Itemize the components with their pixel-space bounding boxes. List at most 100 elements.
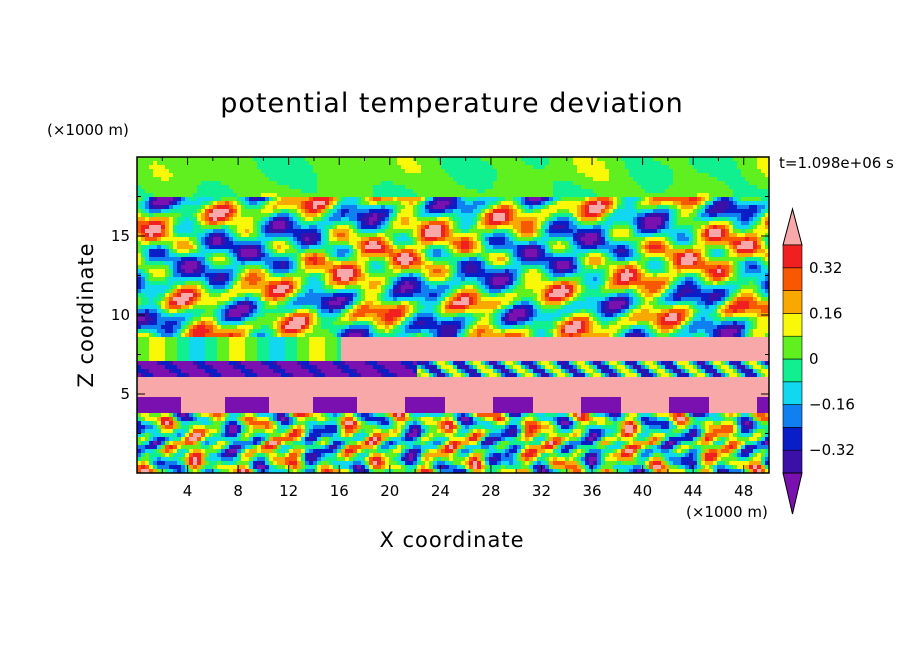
field-cell (297, 161, 302, 166)
field-cell (313, 273, 318, 278)
field-cell (557, 261, 562, 266)
field-cell (573, 245, 578, 250)
field-cell (745, 205, 750, 210)
field-cell (173, 225, 178, 230)
field-cell (161, 273, 166, 278)
field-cell (153, 181, 158, 186)
field-cell (397, 213, 402, 218)
field-cell (541, 221, 546, 226)
field-cell (617, 189, 622, 194)
field-cell (197, 281, 202, 286)
field-cell (505, 241, 510, 246)
field-cell (613, 161, 618, 166)
field-cell (617, 249, 622, 254)
field-cell (269, 245, 274, 250)
field-cell (753, 209, 758, 214)
field-cell (349, 233, 354, 238)
field-cell (753, 253, 758, 258)
field-cell (277, 261, 282, 266)
field-cell (137, 205, 142, 210)
field-cell (525, 221, 530, 226)
field-cell (145, 265, 150, 270)
field-cell (581, 237, 586, 242)
field-cell (565, 273, 570, 278)
field-cell (333, 173, 338, 178)
field-cell (369, 189, 374, 194)
field-cell (545, 265, 550, 270)
field-cell (421, 269, 426, 274)
field-cell (421, 261, 426, 266)
field-cell (517, 233, 522, 238)
field-cell (765, 161, 769, 166)
field-cell (685, 181, 690, 186)
field-cell (329, 237, 334, 242)
field-cell (381, 221, 386, 226)
field-cell (209, 213, 214, 218)
field-cell (453, 201, 458, 206)
field-cell (165, 177, 170, 182)
field-cell (665, 249, 670, 254)
field-cell (245, 237, 250, 242)
field-cell (189, 205, 194, 210)
field-cell (405, 265, 410, 270)
field-cell (369, 205, 374, 210)
field-cell (605, 249, 610, 254)
field-cell (273, 161, 278, 166)
field-cell (613, 209, 618, 214)
field-cell (185, 229, 190, 234)
field-cell (237, 189, 242, 194)
field-cell (157, 201, 162, 206)
field-cell (509, 233, 514, 238)
field-cell (641, 221, 646, 226)
field-cell (709, 245, 714, 250)
field-cell (505, 281, 510, 286)
field-cell (281, 229, 286, 234)
field-cell (649, 245, 654, 250)
field-cell (421, 257, 426, 262)
field-cell (497, 173, 502, 178)
field-cell (141, 265, 146, 270)
field-cell (329, 229, 334, 234)
field-cell (369, 281, 374, 286)
field-cell (385, 281, 390, 286)
field-cell (489, 229, 494, 234)
field-cell (477, 165, 482, 170)
field-cell (253, 157, 258, 162)
field-cell (445, 225, 450, 230)
field-cell (157, 157, 162, 162)
field-cell (609, 193, 614, 198)
field-cell (509, 197, 514, 202)
field-cell (581, 157, 586, 162)
field-cell (629, 257, 634, 262)
field-cell (297, 241, 302, 246)
field-cell (641, 225, 646, 230)
field-cell (405, 233, 410, 238)
field-cell (425, 201, 430, 206)
field-cell (517, 277, 522, 282)
field-cell (469, 213, 474, 218)
field-cell (293, 209, 298, 214)
field-cell (441, 269, 446, 274)
field-cell (157, 185, 162, 190)
field-cell (293, 249, 298, 254)
field-cell (349, 237, 354, 242)
field-cell (389, 261, 394, 266)
field-cell (405, 281, 410, 286)
field-cell (417, 241, 422, 246)
field-cell (617, 241, 622, 246)
field-cell (493, 157, 498, 162)
field-cell (717, 237, 722, 242)
field-cell (741, 197, 746, 202)
field-cell (233, 237, 238, 242)
field-cell (477, 221, 482, 226)
field-cell (253, 173, 258, 178)
field-cell (733, 253, 738, 258)
field-cell (217, 213, 222, 218)
field-cell (385, 177, 390, 182)
field-cell (565, 201, 570, 206)
field-cell (389, 221, 394, 226)
field-cell (249, 205, 254, 210)
field-cell (313, 193, 318, 198)
field-cell (257, 177, 262, 182)
field-cell (533, 253, 538, 258)
